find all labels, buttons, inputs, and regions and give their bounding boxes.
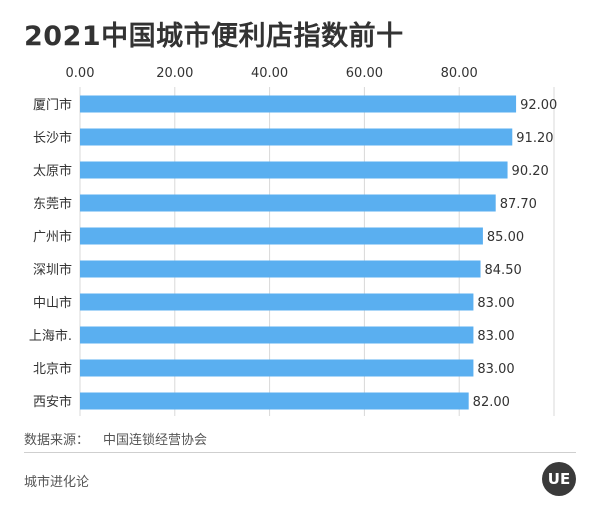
x-tick-label: 0.00 <box>66 66 95 81</box>
data-label: 84.50 <box>485 263 522 278</box>
category-label: 西安市 <box>33 394 72 410</box>
chart-title: 2021中国城市便利店指数前十 <box>24 21 404 52</box>
bar <box>80 95 517 113</box>
ue-logo-icon: UE <box>542 462 576 496</box>
category-label: 广州市 <box>33 229 72 245</box>
data-label: 91.20 <box>516 131 553 146</box>
data-label: 85.00 <box>487 230 524 245</box>
category-label: 上海市. <box>29 328 72 344</box>
category-label: 厦门市 <box>33 97 72 113</box>
bar-chart: 0.00 20.00 40.00 60.00 80.00 厦门市 92.00 长沙市 91.20… <box>29 66 557 416</box>
logo-text: UE <box>547 470 571 488</box>
source-value: 中国连锁经营协会 <box>103 433 208 448</box>
category-label: 长沙市 <box>33 130 72 146</box>
data-label: 92.00 <box>520 98 557 113</box>
bar <box>80 359 474 377</box>
x-tick-label: 80.00 <box>441 66 478 81</box>
category-label: 中山市 <box>33 295 72 311</box>
data-label: 90.20 <box>512 164 549 179</box>
category-label: 东莞市 <box>33 196 72 212</box>
data-label: 87.70 <box>500 197 537 212</box>
x-tick-label: 60.00 <box>346 66 383 81</box>
bar <box>80 128 513 146</box>
bar <box>80 326 474 344</box>
bar <box>80 260 481 278</box>
data-label: 83.00 <box>477 296 514 311</box>
data-label: 83.00 <box>477 362 514 377</box>
x-tick-label: 20.00 <box>156 66 193 81</box>
bar <box>80 392 469 410</box>
footer-brand: 城市进化论 <box>24 475 90 490</box>
source-label: 数据来源： <box>24 433 90 448</box>
bar <box>80 293 474 311</box>
category-label: 太原市 <box>33 163 72 179</box>
bar <box>80 227 483 245</box>
category-label: 深圳市 <box>33 262 72 278</box>
data-label: 82.00 <box>473 395 510 410</box>
footer-divider <box>24 452 576 453</box>
bar <box>80 161 508 179</box>
x-tick-label: 40.00 <box>251 66 288 81</box>
data-label: 83.00 <box>477 329 514 344</box>
bar <box>80 194 496 212</box>
category-label: 北京市 <box>33 361 72 377</box>
source-note: 数据来源： 中国连锁经营协会 <box>24 429 207 448</box>
